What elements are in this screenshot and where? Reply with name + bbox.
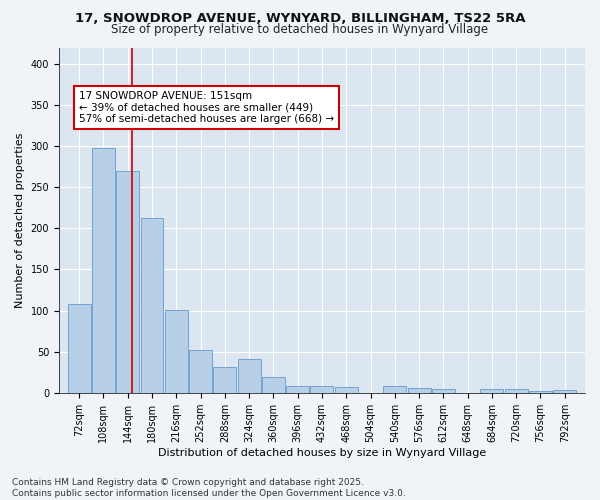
- Text: 17, SNOWDROP AVENUE, WYNYARD, BILLINGHAM, TS22 5RA: 17, SNOWDROP AVENUE, WYNYARD, BILLINGHAM…: [75, 12, 525, 26]
- Bar: [68, 304, 91, 392]
- Y-axis label: Number of detached properties: Number of detached properties: [15, 132, 25, 308]
- Bar: [189, 350, 212, 393]
- Bar: [286, 386, 309, 392]
- Bar: [529, 391, 552, 392]
- Bar: [481, 388, 503, 392]
- Bar: [116, 171, 139, 392]
- Bar: [238, 359, 260, 392]
- Bar: [432, 390, 455, 392]
- Bar: [92, 148, 115, 392]
- Bar: [553, 390, 576, 392]
- Text: Size of property relative to detached houses in Wynyard Village: Size of property relative to detached ho…: [112, 22, 488, 36]
- Bar: [165, 310, 188, 392]
- Bar: [140, 218, 163, 392]
- Text: 17 SNOWDROP AVENUE: 151sqm
← 39% of detached houses are smaller (449)
57% of sem: 17 SNOWDROP AVENUE: 151sqm ← 39% of deta…: [79, 91, 334, 124]
- Bar: [214, 367, 236, 392]
- Bar: [262, 377, 285, 392]
- Bar: [505, 388, 527, 392]
- Bar: [335, 387, 358, 392]
- Bar: [310, 386, 334, 392]
- Bar: [383, 386, 406, 392]
- Bar: [407, 388, 431, 392]
- Text: Contains HM Land Registry data © Crown copyright and database right 2025.
Contai: Contains HM Land Registry data © Crown c…: [12, 478, 406, 498]
- X-axis label: Distribution of detached houses by size in Wynyard Village: Distribution of detached houses by size …: [158, 448, 486, 458]
